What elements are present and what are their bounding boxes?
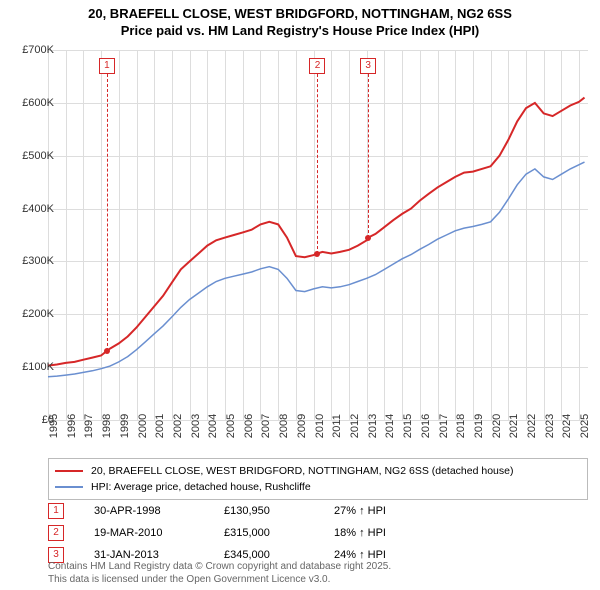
chart-legend: 20, BRAEFELL CLOSE, WEST BRIDGFORD, NOTT… xyxy=(48,458,588,500)
x-tick-label: 1995 xyxy=(48,414,60,438)
series-line-hpi xyxy=(48,162,585,377)
x-tick-label: 2017 xyxy=(438,414,450,438)
sales-row: 130-APR-1998£130,95027% ↑ HPI xyxy=(48,500,588,522)
x-tick-label: 2001 xyxy=(154,414,166,438)
sales-price: £130,950 xyxy=(224,505,334,517)
x-tick-label: 2016 xyxy=(420,414,432,438)
sales-row: 219-MAR-2010£315,00018% ↑ HPI xyxy=(48,522,588,544)
legend-label: 20, BRAEFELL CLOSE, WEST BRIDGFORD, NOTT… xyxy=(91,465,513,477)
x-tick-label: 2018 xyxy=(455,414,467,438)
x-tick-label: 2002 xyxy=(172,414,184,438)
y-tick-label: £300K xyxy=(22,255,54,267)
legend-label: HPI: Average price, detached house, Rush… xyxy=(91,481,311,493)
sales-row-marker: 1 xyxy=(48,503,64,519)
x-tick-label: 1997 xyxy=(83,414,95,438)
x-tick-label: 2019 xyxy=(473,414,485,438)
attribution-footer: Contains HM Land Registry data © Crown c… xyxy=(48,561,588,586)
x-tick-label: 2000 xyxy=(137,414,149,438)
sales-pct: 27% ↑ HPI xyxy=(334,505,444,517)
x-tick-label: 2004 xyxy=(207,414,219,438)
x-tick-label: 2010 xyxy=(314,414,326,438)
series-line-price_paid xyxy=(48,98,585,366)
x-tick-label: 2003 xyxy=(190,414,202,438)
sale-marker-dot xyxy=(365,235,371,241)
legend-row: HPI: Average price, detached house, Rush… xyxy=(55,479,581,495)
x-tick-label: 1999 xyxy=(119,414,131,438)
y-tick-label: £400K xyxy=(22,203,54,215)
x-tick-label: 2013 xyxy=(367,414,379,438)
title-line-2: Price paid vs. HM Land Registry's House … xyxy=(0,23,600,40)
sales-table: 130-APR-1998£130,95027% ↑ HPI219-MAR-201… xyxy=(48,500,588,566)
x-tick-label: 2023 xyxy=(544,414,556,438)
y-tick-label: £700K xyxy=(22,44,54,56)
x-tick-label: 2009 xyxy=(296,414,308,438)
legend-row: 20, BRAEFELL CLOSE, WEST BRIDGFORD, NOTT… xyxy=(55,463,581,479)
y-tick-label: £600K xyxy=(22,97,54,109)
sale-marker-line xyxy=(317,74,318,254)
x-tick-label: 2024 xyxy=(561,414,573,438)
x-tick-label: 2014 xyxy=(384,414,396,438)
sales-pct: 18% ↑ HPI xyxy=(334,527,444,539)
x-tick-label: 2020 xyxy=(491,414,503,438)
x-tick-label: 2011 xyxy=(331,414,343,438)
sale-marker-box: 3 xyxy=(360,58,376,74)
x-tick-label: 2007 xyxy=(260,414,272,438)
legend-swatch xyxy=(55,486,83,488)
sales-price: £345,000 xyxy=(224,549,334,561)
y-tick-label: £100K xyxy=(22,361,54,373)
x-tick-label: 2022 xyxy=(526,414,538,438)
x-tick-label: 2006 xyxy=(243,414,255,438)
legend-swatch xyxy=(55,470,83,472)
x-tick-label: 2021 xyxy=(508,414,520,438)
x-tick-label: 1998 xyxy=(101,414,113,438)
sales-date: 19-MAR-2010 xyxy=(64,527,224,539)
y-tick-label: £200K xyxy=(22,308,54,320)
sale-marker-dot xyxy=(104,348,110,354)
x-tick-label: 2008 xyxy=(278,414,290,438)
y-tick-label: £500K xyxy=(22,150,54,162)
x-tick-label: 2025 xyxy=(579,414,591,438)
x-tick-label: 2015 xyxy=(402,414,414,438)
sale-marker-dot xyxy=(314,251,320,257)
chart-title: 20, BRAEFELL CLOSE, WEST BRIDGFORD, NOTT… xyxy=(0,0,600,40)
sales-date: 31-JAN-2013 xyxy=(64,549,224,561)
footer-line-2: This data is licensed under the Open Gov… xyxy=(48,574,588,587)
sales-row-marker: 2 xyxy=(48,525,64,541)
title-line-1: 20, BRAEFELL CLOSE, WEST BRIDGFORD, NOTT… xyxy=(0,6,600,23)
sale-marker-box: 1 xyxy=(99,58,115,74)
sale-marker-line xyxy=(107,74,108,351)
footer-line-1: Contains HM Land Registry data © Crown c… xyxy=(48,561,588,574)
sale-marker-box: 2 xyxy=(309,58,325,74)
x-tick-label: 2005 xyxy=(225,414,237,438)
x-tick-label: 1996 xyxy=(66,414,78,438)
sales-price: £315,000 xyxy=(224,527,334,539)
sales-pct: 24% ↑ HPI xyxy=(334,549,444,561)
x-tick-label: 2012 xyxy=(349,414,361,438)
sale-marker-line xyxy=(368,74,369,238)
sales-date: 30-APR-1998 xyxy=(64,505,224,517)
